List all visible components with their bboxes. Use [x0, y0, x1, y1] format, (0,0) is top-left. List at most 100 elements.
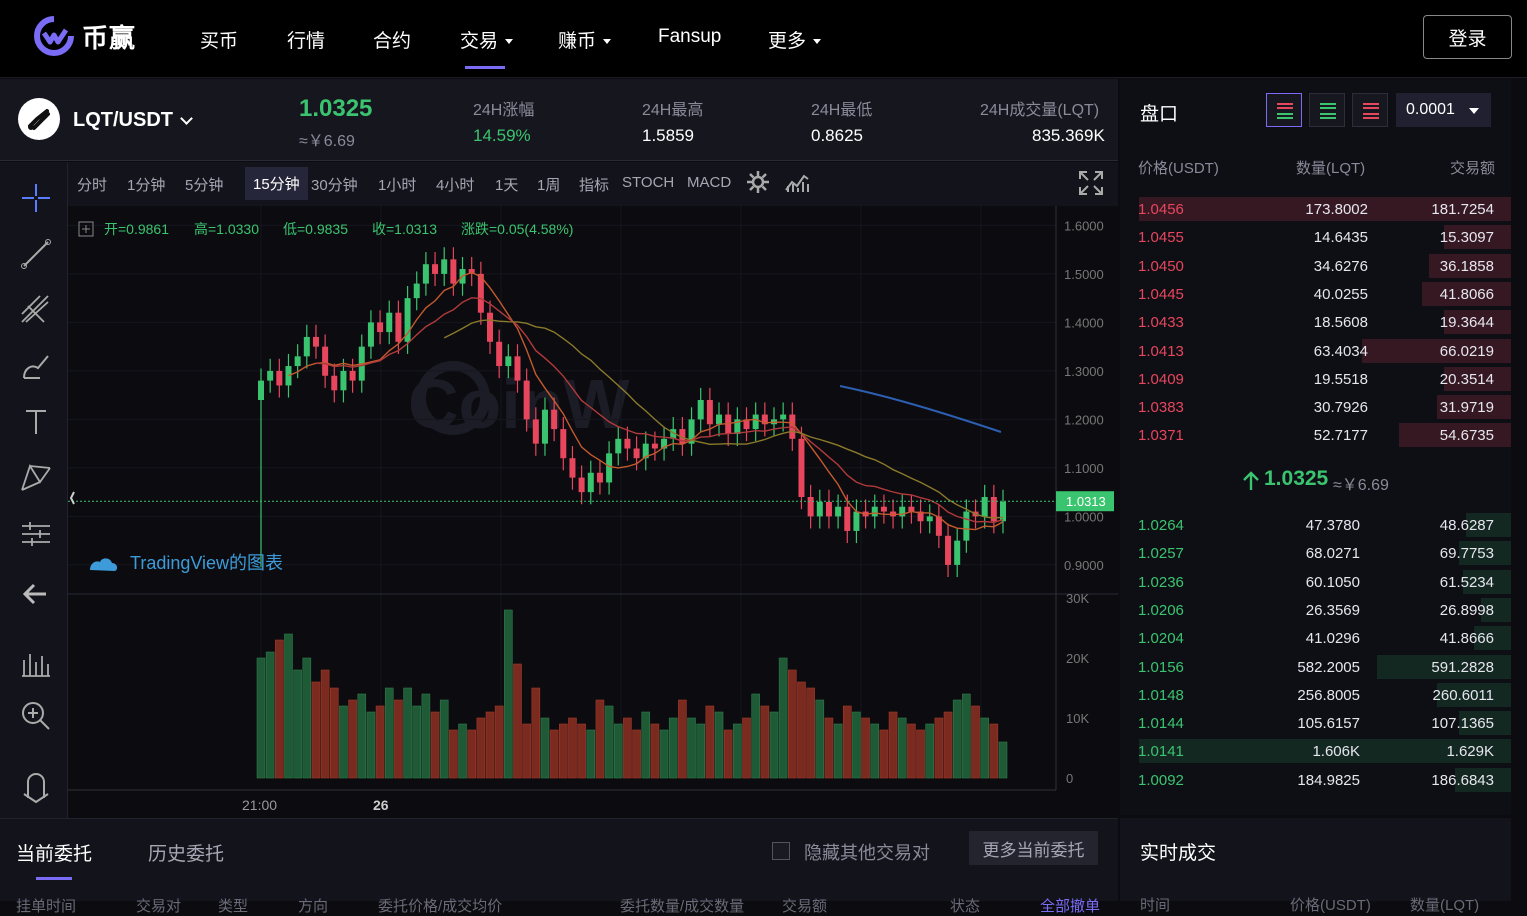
crosshair-icon[interactable]	[18, 180, 54, 216]
volume-bar	[778, 657, 788, 779]
volume-bar	[907, 723, 916, 779]
nav-item-4[interactable]: 赚币	[558, 26, 612, 53]
brush-icon[interactable]	[18, 348, 54, 384]
fullscreen-icon[interactable]	[1078, 170, 1104, 196]
tf-3[interactable]: 15分钟	[245, 167, 308, 200]
ob-bid-row[interactable]: 1.0204 41.0296 41.8666	[1120, 624, 1511, 652]
ob-ask-row[interactable]: 1.0445 40.0255 41.8066	[1120, 280, 1511, 308]
candle-body	[312, 336, 319, 347]
tab-order-history[interactable]: 历史委托	[148, 844, 225, 865]
stat-value-0: 14.59%	[473, 126, 531, 145]
view-bids-button[interactable]	[1309, 93, 1345, 127]
indicator-1[interactable]: STOCH	[622, 174, 675, 191]
hide-other-pairs-label: 隐藏其他交易对	[804, 843, 930, 863]
login-button[interactable]: 登录	[1423, 15, 1512, 59]
trend-line-icon[interactable]	[18, 236, 54, 272]
stat-value-1: 1.5859	[642, 126, 694, 145]
ob-ask-row[interactable]: 1.0371 52.7177 54.6735	[1120, 421, 1511, 449]
precision-select[interactable]: 0.0001	[1396, 93, 1491, 127]
candle-body	[743, 419, 750, 430]
precision-value: 0.0001	[1406, 101, 1455, 118]
indicator-0[interactable]: 指标	[579, 177, 610, 194]
volume-bar	[742, 717, 751, 779]
text-tool-icon[interactable]	[18, 404, 54, 440]
timeframe-bar: 分时 1分钟 5分钟 15分钟 30分钟 1小时 4小时 1天 1周 指标 STOCH MACD	[68, 162, 1118, 206]
price-chart[interactable]: CoinW 1.6000 1.5000 1.4000 1.3000 1.2000 1.100…	[68, 206, 1118, 818]
ob-ask-row[interactable]: 1.0433 18.5608 19.3644	[1120, 308, 1511, 336]
ob-bid-row[interactable]: 1.0148 256.8005 260.6011	[1120, 681, 1511, 709]
tf-2[interactable]: 5分钟	[185, 177, 224, 194]
nav-item-5[interactable]: Fansup	[658, 26, 721, 48]
ob-bid-row[interactable]: 1.0206 26.3569 26.8998	[1120, 596, 1511, 624]
zoom-in-icon[interactable]	[18, 698, 54, 734]
gear-icon[interactable]	[746, 170, 770, 194]
ob-ask-row[interactable]: 1.0450 34.6276 36.1858	[1120, 252, 1511, 280]
volume-bar	[494, 705, 504, 779]
pair-selector[interactable]: LQT/USDT	[73, 109, 173, 131]
chart-type-icon[interactable]	[784, 170, 810, 194]
fib-tool-icon[interactable]	[18, 292, 54, 328]
brand-logo[interactable]: 币赢	[34, 16, 136, 56]
volume-bar	[476, 717, 486, 779]
arrow-left-icon[interactable]	[18, 576, 54, 612]
ob-bid-row[interactable]: 1.0144 105.6157 107.1365	[1120, 709, 1511, 737]
volume-bar	[723, 729, 733, 779]
tf-1[interactable]: 1分钟	[127, 177, 166, 194]
nav-item-3[interactable]: 交易	[460, 26, 514, 53]
nav-item-6[interactable]: 更多	[768, 26, 822, 53]
more-orders-button[interactable]: 更多当前委托	[969, 831, 1098, 865]
tradingview-credit[interactable]: TradingView的图表	[130, 553, 283, 573]
view-asks-button[interactable]	[1352, 93, 1388, 127]
legend-toggle-icon[interactable]	[78, 221, 94, 237]
ruler-icon[interactable]	[18, 646, 54, 682]
ob-bid-row[interactable]: 1.0236 60.1050 61.5234	[1120, 568, 1511, 596]
tab-current-orders[interactable]: 当前委托	[16, 844, 93, 865]
ob-ask-row[interactable]: 1.0383 30.7926 31.9719	[1120, 393, 1511, 421]
ob-ask-row[interactable]: 1.0413 63.4034 66.0219	[1120, 337, 1511, 365]
nav-item-0[interactable]: 买币	[200, 26, 238, 53]
pattern-tool-icon[interactable]	[18, 460, 54, 496]
tf-6[interactable]: 4小时	[436, 177, 475, 194]
candle-body	[404, 298, 411, 342]
ob-price: 1.0445	[1138, 285, 1184, 303]
candle-body	[606, 453, 613, 483]
ob-ask-row[interactable]: 1.0409 19.5518 20.3514	[1120, 365, 1511, 393]
trades-col-time: 时间	[1140, 897, 1171, 914]
tf-8[interactable]: 1周	[537, 177, 561, 194]
candle-body	[871, 506, 878, 517]
indicator-2[interactable]: MACD	[687, 174, 732, 191]
tf-5[interactable]: 1小时	[378, 177, 417, 194]
ob-total: 48.6287	[1439, 517, 1494, 534]
depth-bar	[1444, 310, 1511, 335]
magnet-icon[interactable]	[18, 768, 54, 804]
view-both-button[interactable]	[1266, 93, 1302, 127]
ob-bid-row[interactable]: 1.0257 68.0271 69.7753	[1120, 539, 1511, 567]
ob-bid-row[interactable]: 1.0156 582.2005 591.2828	[1120, 653, 1511, 681]
hide-other-pairs-checkbox[interactable]	[772, 842, 790, 860]
ob-bid-row[interactable]: 1.0092 184.9825 186.6843	[1120, 766, 1511, 794]
ob-ask-row[interactable]: 1.0456 173.8002 181.7254	[1120, 195, 1511, 223]
ob-amount: 52.7177	[1313, 427, 1368, 445]
pan-handle-icon[interactable]	[69, 491, 75, 505]
measure-tool-icon[interactable]	[18, 516, 54, 552]
tf-4[interactable]: 30分钟	[311, 177, 358, 194]
volume-bar	[339, 705, 348, 779]
nav-item-1[interactable]: 行情	[287, 26, 325, 53]
ob-ask-row[interactable]: 1.0455 14.6435 15.3097	[1120, 223, 1511, 251]
ob-bid-row[interactable]: 1.0141 1.606K 1.629K	[1120, 737, 1511, 765]
tf-7[interactable]: 1天	[495, 177, 519, 194]
ob-price: 1.0456	[1138, 201, 1184, 218]
candle-body	[258, 380, 264, 400]
tf-0[interactable]: 分时	[77, 177, 108, 194]
chevron-down-icon[interactable]	[180, 112, 193, 125]
ob-bid-row[interactable]: 1.0264 47.3780 48.6287	[1120, 511, 1511, 539]
candle-body	[624, 438, 631, 449]
orders-panel: 当前委托 历史委托 隐藏其他交易对 更多当前委托 挂单时间 交易对 类型 方向 委托价格…	[0, 818, 1118, 915]
nav-item-2[interactable]: 合约	[373, 26, 411, 53]
orders-col-8[interactable]: 全部撤单	[1040, 898, 1101, 915]
ob-price: 1.0148	[1138, 686, 1184, 704]
candle-body	[651, 443, 658, 449]
volume-bar	[604, 705, 614, 779]
volume-bar	[861, 717, 870, 779]
volume-bar	[815, 699, 825, 779]
